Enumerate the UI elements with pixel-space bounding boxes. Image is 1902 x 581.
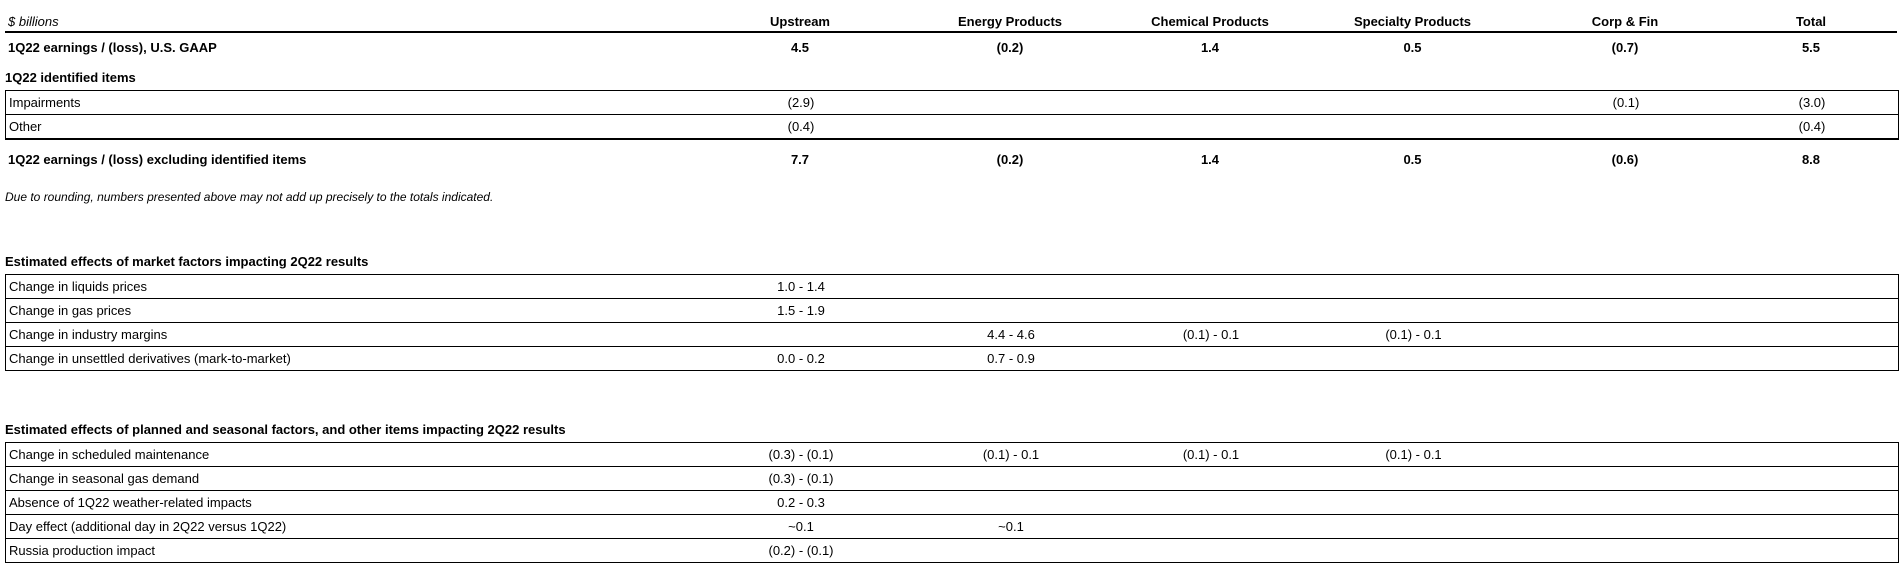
value-corpfin: (0.6) xyxy=(1611,152,1639,167)
value-chemical: (0.1) - 0.1 xyxy=(1182,327,1240,342)
value-chemical: (0.1) - 0.1 xyxy=(1182,447,1240,462)
value-total: 8.8 xyxy=(1801,152,1821,167)
value-upstream: 1.0 - 1.4 xyxy=(777,279,825,294)
value-total: (3.0) xyxy=(1798,95,1826,110)
row-label: Change in industry margins xyxy=(9,327,168,342)
row-seasonal-gas-demand: Change in seasonal gas demand (0.3) - (0… xyxy=(6,467,1898,491)
market-factors-table: Change in liquids prices 1.0 - 1.4 Chang… xyxy=(5,274,1899,371)
value-upstream: (0.3) - (0.1) xyxy=(768,447,834,462)
value-upstream: 7.7 xyxy=(790,152,810,167)
row-unsettled-derivatives: Change in unsettled derivatives (mark-to… xyxy=(6,347,1898,370)
row-label: Change in unsettled derivatives (mark-to… xyxy=(9,351,291,366)
gaap-earnings-row: 1Q22 earnings / (loss), U.S. GAAP 4.5 (0… xyxy=(5,40,1897,60)
value-upstream: ~0.1 xyxy=(788,519,814,534)
row-label: Absence of 1Q22 weather-related impacts xyxy=(9,495,252,510)
value-total: (0.4) xyxy=(1798,119,1826,134)
value-energy: ~0.1 xyxy=(998,519,1024,534)
value-energy: (0.2) xyxy=(996,152,1024,167)
row-weather-impacts: Absence of 1Q22 weather-related impacts … xyxy=(6,491,1898,515)
value-corpfin: (0.1) xyxy=(1612,95,1640,110)
planned-factors-title: Estimated effects of planned and seasona… xyxy=(5,422,566,437)
row-label: Russia production impact xyxy=(9,543,155,558)
value-energy: (0.2) xyxy=(996,40,1024,55)
value-chemical: 1.4 xyxy=(1200,40,1220,55)
unit-label: $ billions xyxy=(8,14,59,29)
row-label: 1Q22 earnings / (loss), U.S. GAAP xyxy=(8,40,217,55)
rounding-footnote: Due to rounding, numbers presented above… xyxy=(5,190,494,204)
value-upstream: 1.5 - 1.9 xyxy=(777,303,825,318)
col-header-total: Total xyxy=(1795,14,1827,29)
value-upstream: 4.5 xyxy=(790,40,810,55)
value-upstream: (0.3) - (0.1) xyxy=(768,471,834,486)
value-upstream: 0.0 - 0.2 xyxy=(777,351,825,366)
value-specialty: 0.5 xyxy=(1403,40,1422,55)
value-specialty: (0.1) - 0.1 xyxy=(1385,447,1442,462)
identified-items-table: Impairments (2.9) (0.1) (3.0) Other (0.4… xyxy=(5,90,1899,140)
market-factors-title: Estimated effects of market factors impa… xyxy=(5,254,369,269)
value-corpfin: (0.7) xyxy=(1611,40,1639,55)
row-day-effect: Day effect (additional day in 2Q22 versu… xyxy=(6,515,1898,539)
value-energy: (0.1) - 0.1 xyxy=(982,447,1040,462)
value-specialty: 0.5 xyxy=(1403,152,1422,167)
row-impairments: Impairments (2.9) (0.1) (3.0) xyxy=(6,91,1898,115)
row-liquids-prices: Change in liquids prices 1.0 - 1.4 xyxy=(6,275,1898,299)
col-header-corpfin: Corp & Fin xyxy=(1591,14,1659,29)
row-label: Change in scheduled maintenance xyxy=(9,447,210,462)
value-upstream: (2.9) xyxy=(787,95,815,110)
value-energy: 4.4 - 4.6 xyxy=(987,327,1035,342)
value-upstream: (0.4) xyxy=(787,119,815,134)
row-other: Other (0.4) (0.4) xyxy=(6,115,1898,138)
col-header-chemical: Chemical Products xyxy=(1151,14,1269,29)
row-label: 1Q22 earnings / (loss) excluding identif… xyxy=(8,152,307,167)
row-scheduled-maintenance: Change in scheduled maintenance (0.3) - … xyxy=(6,443,1898,467)
value-energy: 0.7 - 0.9 xyxy=(987,351,1035,366)
row-label: Other xyxy=(9,119,42,134)
row-label: Change in gas prices xyxy=(9,303,132,318)
row-label: Change in liquids prices xyxy=(9,279,148,294)
row-russia-production: Russia production impact (0.2) - (0.1) xyxy=(6,539,1898,562)
row-label: Change in seasonal gas demand xyxy=(9,471,200,486)
value-upstream: (0.2) - (0.1) xyxy=(768,543,834,558)
row-gas-prices: Change in gas prices 1.5 - 1.9 xyxy=(6,299,1898,323)
value-total: 5.5 xyxy=(1801,40,1821,55)
row-label: Impairments xyxy=(9,95,81,110)
col-header-energy: Energy Products xyxy=(957,14,1063,29)
value-chemical: 1.4 xyxy=(1200,152,1220,167)
row-label: Day effect (additional day in 2Q22 versu… xyxy=(9,519,287,534)
identified-items-title: 1Q22 identified items xyxy=(5,70,136,85)
value-upstream: 0.2 - 0.3 xyxy=(777,495,825,510)
column-header-row: $ billions Upstream Energy Products Chem… xyxy=(5,8,1897,33)
value-specialty: (0.1) - 0.1 xyxy=(1385,327,1442,342)
col-header-specialty: Specialty Products xyxy=(1353,14,1472,29)
row-industry-margins: Change in industry margins 4.4 - 4.6 (0.… xyxy=(6,323,1898,347)
col-header-upstream: Upstream xyxy=(770,14,830,29)
excluding-identified-row: 1Q22 earnings / (loss) excluding identif… xyxy=(5,152,1897,172)
planned-factors-table: Change in scheduled maintenance (0.3) - … xyxy=(5,442,1899,563)
